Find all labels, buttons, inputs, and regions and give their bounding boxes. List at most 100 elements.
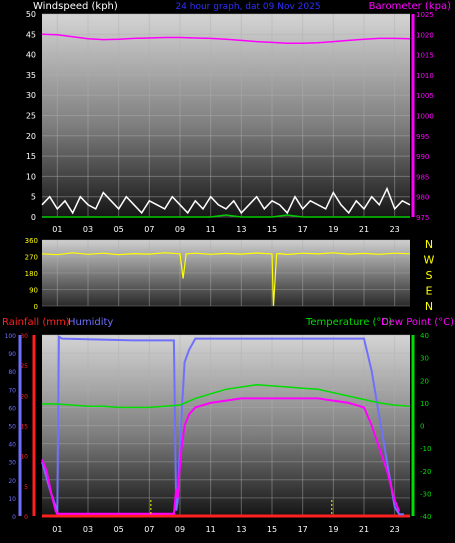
hour-tick-label: 19: [328, 225, 338, 234]
compass-label: E: [426, 285, 433, 298]
hour-tick-label: 03: [83, 225, 93, 234]
hour-tick-label: 15: [267, 525, 277, 534]
temperature-tick-label: -10: [420, 445, 431, 453]
temperature-tick-label: 40: [420, 332, 429, 340]
windspeed-tick-label: 45: [26, 30, 36, 39]
hour-tick-label: 13: [236, 225, 246, 234]
windspeed-tick-label: 30: [26, 91, 36, 100]
hour-tick-label: 09: [175, 525, 185, 534]
rainfall-tick-label: 10: [20, 454, 28, 461]
compass-label: W: [424, 254, 435, 267]
temperature-tick-label: -20: [420, 468, 431, 476]
windspeed-tick-label: 25: [26, 112, 36, 121]
hour-tick-label: 17: [298, 525, 308, 534]
hour-tick-label: 07: [144, 225, 154, 234]
humidity-tick-label: 60: [8, 405, 16, 412]
temperature-line: [42, 384, 411, 409]
barometer-tick-label: 995: [416, 133, 429, 141]
direction-tick-label: 360: [25, 237, 38, 245]
humidity-tick-label: 40: [8, 442, 16, 449]
rainfall-tick-label: 15: [20, 424, 28, 431]
temperature-tick-label: -30: [420, 490, 431, 498]
direction-tick-label: 90: [29, 287, 38, 295]
humidity-tick-label: 10: [8, 496, 16, 503]
humidity-tick-label: 30: [8, 460, 16, 467]
humidity-tick-label: 100: [5, 333, 17, 340]
barometer-tick-label: 1010: [416, 72, 434, 80]
hour-tick-label: 05: [114, 225, 124, 234]
compass-label: N: [425, 238, 433, 251]
windspeed-tick-label: 10: [26, 172, 36, 181]
hour-tick-label: 09: [175, 225, 185, 234]
direction-tick-label: 180: [25, 270, 38, 278]
direction-tick-label: 270: [25, 254, 38, 262]
weather-panel-background: [42, 335, 410, 516]
wind-panel-background: [42, 14, 410, 217]
windspeed-line: [41, 186, 411, 215]
direction-panel-background: [42, 240, 410, 306]
barometer-tick-label: 990: [416, 153, 429, 161]
hour-tick-label: 11: [206, 525, 216, 534]
rainfall-axis-label: Rainfall (mm): [2, 317, 70, 328]
hour-tick-label: 19: [328, 525, 338, 534]
rainfall-tick-label: 5: [24, 484, 28, 491]
barometer-axis-label: Barometer (kpa): [369, 1, 451, 12]
compass-label: N: [425, 300, 433, 313]
temperature-tick-label: 0: [420, 423, 424, 431]
hour-tick-label: 23: [390, 225, 400, 234]
temperature-tick-label: 30: [420, 355, 429, 363]
direction-tick-label: 0: [34, 303, 38, 311]
chart-title: 24 hour graph, dat 09 Nov 2025: [175, 2, 320, 12]
gust-line: [42, 214, 410, 218]
rainfall-tick-label: 20: [20, 393, 28, 400]
humidity-tick-label: 90: [8, 351, 16, 358]
windspeed-axis-label: Windspeed (kph): [33, 1, 118, 12]
hour-tick-label: 17: [298, 225, 308, 234]
barometer-tick-label: 1015: [416, 52, 434, 60]
rainfall-tick-label: 25: [20, 363, 28, 370]
hour-tick-label: 11: [206, 225, 216, 234]
compass-label: S: [426, 269, 433, 282]
hour-tick-label: 21: [359, 225, 369, 234]
hour-tick-label: 05: [114, 525, 124, 534]
barometer-tick-label: 1005: [416, 92, 434, 100]
hour-tick-label: 21: [359, 525, 369, 534]
windspeed-tick-label: 20: [26, 132, 36, 141]
windspeed-tick-label: 15: [26, 152, 36, 161]
rainfall-tick-label: 30: [20, 333, 28, 340]
hour-tick-label: 07: [144, 525, 154, 534]
dewpoint-axis-label: Dew Point (°C): [381, 317, 454, 328]
dewpoint-line: [41, 397, 401, 515]
windspeed-tick-label: 35: [26, 71, 36, 80]
barometer-tick-label: 980: [416, 194, 429, 202]
hour-tick-label: 23: [390, 525, 400, 534]
humidity-line: [41, 335, 404, 516]
barometer-tick-label: 1020: [416, 31, 434, 39]
hour-tick-label: 03: [83, 525, 93, 534]
humidity-tick-label: 50: [8, 424, 16, 431]
humidity-axis-label: Humidity: [68, 317, 113, 328]
temperature-tick-label: 10: [420, 400, 429, 408]
temperature-tick-label: -40: [420, 513, 431, 521]
wind-direction-line: [41, 252, 411, 307]
barometer-tick-label: 975: [416, 214, 429, 222]
rainfall-tick-label: 0: [24, 514, 28, 521]
temperature-axis-label: Temperature (°C): [305, 317, 392, 328]
windspeed-tick-label: 0: [31, 213, 36, 222]
hour-tick-label: 01: [52, 225, 62, 234]
barometer-line: [41, 33, 411, 44]
barometer-tick-label: 985: [416, 173, 429, 181]
barometer-tick-label: 1025: [416, 11, 434, 19]
humidity-tick-label: 0: [12, 514, 16, 521]
hour-tick-label: 01: [52, 525, 62, 534]
humidity-tick-label: 20: [8, 478, 16, 485]
hour-tick-label: 15: [267, 225, 277, 234]
windspeed-tick-label: 50: [26, 10, 36, 19]
barometer-tick-label: 1000: [416, 113, 434, 121]
humidity-tick-label: 70: [8, 387, 16, 394]
hour-tick-label: 13: [236, 525, 246, 534]
windspeed-tick-label: 5: [31, 193, 36, 202]
temperature-tick-label: 20: [420, 377, 429, 385]
windspeed-tick-label: 40: [26, 51, 36, 60]
